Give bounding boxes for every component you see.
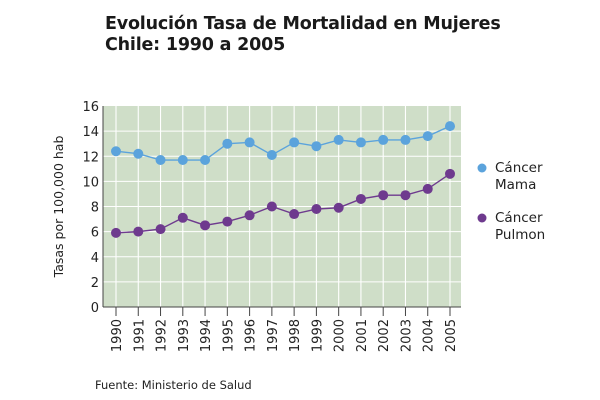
- x-tick-label: 2005: [444, 319, 459, 352]
- data-point: [111, 227, 121, 238]
- y-tick-label: 4: [91, 251, 99, 266]
- y-tick-label: 16: [82, 100, 99, 115]
- data-point: [400, 190, 411, 201]
- data-point: [333, 134, 344, 145]
- data-point: [378, 190, 389, 201]
- chart-title-line-1: Evolución Tasa de Mortalidad en Mujeres: [105, 14, 501, 34]
- x-tick-label: 2004: [422, 319, 437, 352]
- data-point: [289, 209, 300, 220]
- data-point: [422, 183, 433, 194]
- legend-label-2-line-2: Pulmon: [495, 227, 545, 243]
- data-point: [244, 137, 255, 148]
- series-line-2: [115, 173, 451, 234]
- y-tick-label: 0: [91, 301, 99, 316]
- data-point: [289, 137, 300, 148]
- x-tick-label: 1991: [132, 319, 147, 352]
- x-tick-label: 2002: [377, 319, 392, 352]
- x-tick-label: 2003: [399, 319, 414, 352]
- x-tick-label: 2001: [355, 319, 370, 352]
- legend-marker-1: [477, 163, 487, 173]
- data-point: [244, 210, 255, 221]
- data-point: [177, 212, 188, 223]
- data-point: [111, 146, 121, 157]
- y-tick-label: 8: [91, 201, 99, 216]
- data-point: [155, 155, 166, 166]
- x-tick-label: 1996: [244, 319, 259, 352]
- x-tick-label: 1990: [110, 319, 125, 352]
- legend-label-2-line-1: Cáncer: [495, 210, 543, 226]
- data-point: [200, 155, 211, 166]
- data-point: [311, 204, 322, 215]
- data-point: [333, 202, 344, 213]
- legend-label-1-line-1: Cáncer: [495, 160, 543, 176]
- data-point: [222, 138, 233, 149]
- data-point: [266, 149, 277, 160]
- y-tick-label: 12: [82, 150, 99, 165]
- data-point: [400, 134, 411, 145]
- data-point: [155, 224, 166, 235]
- data-point: [266, 201, 277, 212]
- source-note: Fuente: Ministerio de Salud: [95, 378, 252, 392]
- y-tick-label: 14: [82, 125, 99, 140]
- y-axis-label: Tasas por 100,000 hab: [51, 136, 66, 279]
- x-tick-label: 1994: [199, 319, 214, 352]
- legend-label-1-line-2: Mama: [495, 177, 536, 193]
- data-point: [133, 148, 144, 159]
- x-tick-label: 1998: [288, 319, 303, 352]
- data-point: [200, 220, 211, 231]
- data-point: [445, 121, 455, 132]
- x-tick-label: 1999: [310, 319, 325, 352]
- data-point: [445, 168, 455, 179]
- y-tick-label: 6: [91, 226, 99, 241]
- chart-title: Evolución Tasa de Mortalidad en Mujeres …: [105, 14, 501, 56]
- y-tick-label: 2: [91, 276, 99, 291]
- data-point: [355, 193, 366, 204]
- series-line-1: [115, 125, 451, 161]
- x-tick-label: 1997: [266, 319, 281, 352]
- data-point: [311, 141, 322, 152]
- data-point: [177, 155, 188, 166]
- chart-title-line-2: Chile: 1990 a 2005: [105, 35, 286, 55]
- data-point: [222, 216, 233, 227]
- x-tick-label: 1995: [221, 319, 236, 352]
- data-point: [355, 137, 366, 148]
- y-tick-label: 10: [82, 175, 99, 190]
- data-point: [422, 131, 433, 142]
- data-point: [378, 134, 389, 145]
- data-point: [133, 226, 144, 237]
- legend-marker-2: [477, 213, 487, 223]
- x-tick-label: 2000: [333, 319, 348, 352]
- x-tick-label: 1993: [177, 319, 192, 352]
- x-tick-label: 1992: [155, 319, 170, 352]
